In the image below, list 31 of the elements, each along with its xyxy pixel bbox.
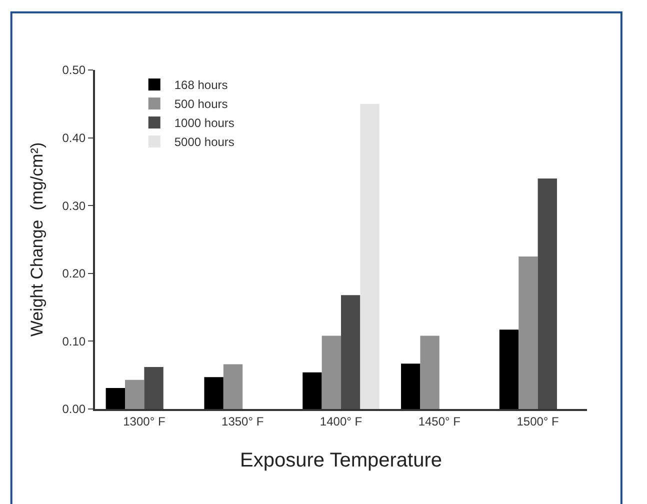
y-tick-label: 0.30 [62,198,86,213]
bar [499,330,519,409]
x-tick-label: 1400° F [320,414,362,428]
y-tick-label: 0.00 [62,402,86,416]
bar [223,364,243,409]
legend-label: 500 hours [174,97,228,112]
bar [341,295,360,409]
bar [360,104,380,409]
y-tick-label: 0.40 [62,131,86,145]
legend-label: 5000 hours [174,135,234,150]
bar [518,256,538,409]
x-tick-label: 1300° F [123,414,166,428]
bar [125,380,144,409]
bar [302,372,322,409]
y-tick-label: 0.10 [62,334,86,348]
bar [204,377,224,409]
y-axis-title: Weight Change (mg/cm²) [27,142,46,337]
y-tick-label: 0.20 [62,266,86,281]
legend-label: 1000 hours [174,116,234,130]
bar [144,366,164,409]
x-tick-label: 1350° F [222,414,264,428]
legend-label: 168 hours [174,78,228,92]
y-tick-label: 0.50 [62,63,86,78]
x-axis-title: Exposure Temperature [240,449,442,472]
x-tick-label: 1450° F [418,414,460,428]
bar [322,336,341,409]
bar [401,364,420,409]
x-tick-label: 1500° F [516,414,559,428]
bar [420,336,440,409]
bar [538,178,557,409]
bar [106,388,126,409]
